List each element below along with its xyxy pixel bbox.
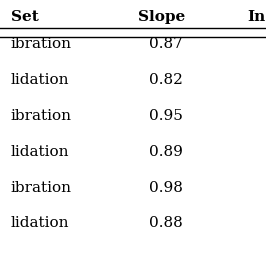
Text: Set: Set (11, 10, 38, 24)
Text: ibration: ibration (11, 109, 72, 123)
Text: 0.98: 0.98 (149, 181, 183, 194)
Text: 0.82: 0.82 (149, 73, 183, 87)
Text: 0.87: 0.87 (149, 37, 183, 51)
Text: 0.89: 0.89 (149, 145, 183, 159)
Text: lidation: lidation (11, 73, 69, 87)
Text: In: In (247, 10, 266, 24)
Text: lidation: lidation (11, 145, 69, 159)
Text: Slope: Slope (138, 10, 186, 24)
Text: 0.88: 0.88 (149, 217, 183, 230)
Text: ibration: ibration (11, 181, 72, 194)
Text: lidation: lidation (11, 217, 69, 230)
Text: ibration: ibration (11, 37, 72, 51)
Text: 0.95: 0.95 (149, 109, 183, 123)
